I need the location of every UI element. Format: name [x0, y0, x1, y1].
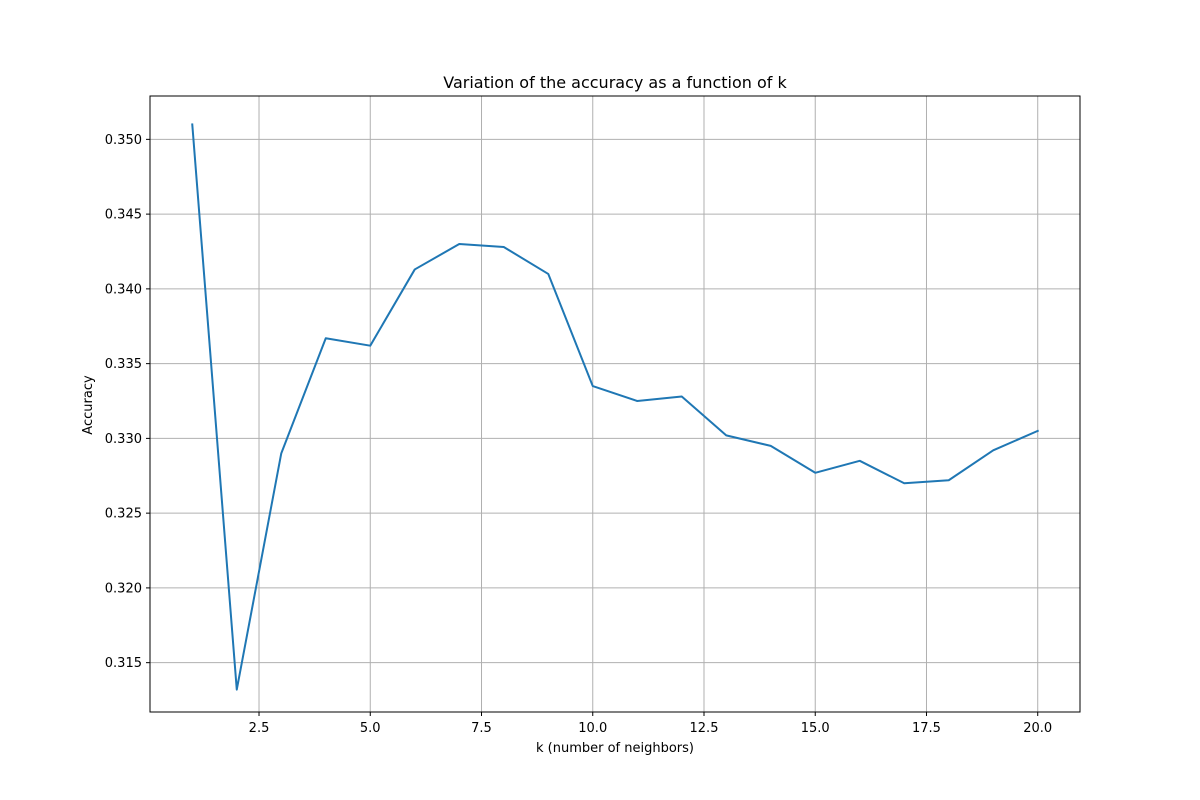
y-tick-label: 0.315 [105, 656, 142, 671]
y-tick-label: 0.325 [105, 507, 142, 522]
x-tick-label: 5.0 [360, 721, 381, 736]
x-tick-label: 7.5 [471, 721, 492, 736]
axis-ticks: 2.5 5.0 7.5 10.0 12.5 15.0 17.5 20.0 0.315 0.320 0… [105, 133, 1052, 736]
y-tick-label: 0.340 [105, 282, 142, 297]
y-tick-label: 0.335 [105, 357, 142, 372]
grid [150, 96, 1080, 712]
x-tick-label: 12.5 [690, 721, 719, 736]
y-tick-label: 0.350 [105, 133, 142, 148]
x-tick-label: 17.5 [912, 721, 941, 736]
chart-title: Variation of the accuracy as a function … [443, 73, 787, 92]
x-tick-label: 15.0 [801, 721, 830, 736]
x-tick-label: 20.0 [1023, 721, 1052, 736]
y-tick-label: 0.320 [105, 581, 142, 596]
accuracy-series-line [191, 123, 1040, 691]
plot-area-frame [149, 95, 1081, 713]
y-tick-label: 0.345 [105, 208, 142, 223]
y-axis-label: Accuracy [81, 375, 96, 435]
y-tick-label: 0.330 [105, 432, 142, 447]
x-tick-label: 2.5 [249, 721, 270, 736]
x-tick-label: 10.0 [578, 721, 607, 736]
x-axis-label: k (number of neighbors) [536, 741, 694, 756]
series-layer [191, 123, 1040, 691]
